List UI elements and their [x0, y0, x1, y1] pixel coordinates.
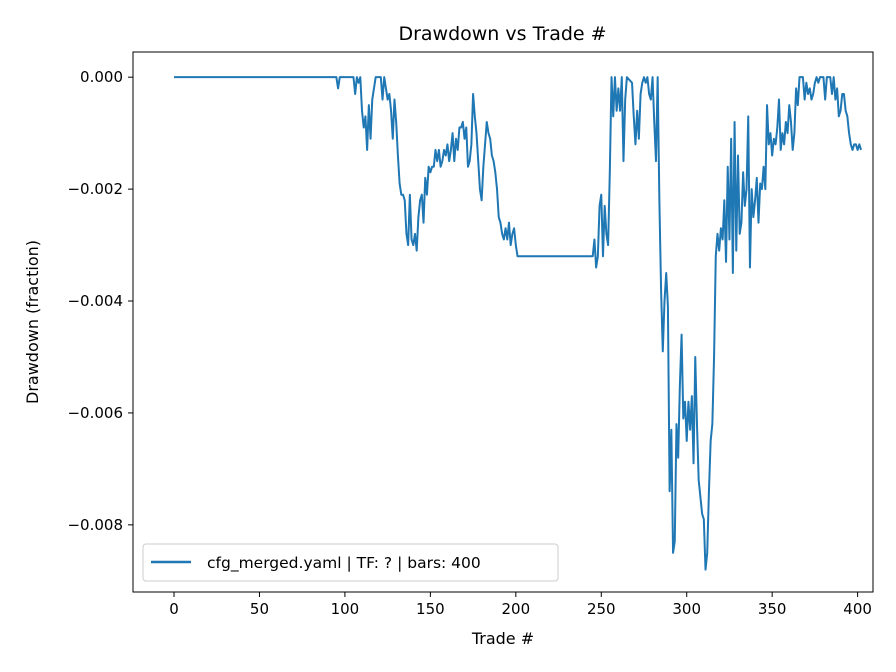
chart-title: Drawdown vs Trade # — [398, 23, 606, 45]
x-tick-label: 250 — [587, 600, 616, 618]
x-tick-label: 150 — [416, 600, 445, 618]
y-tick-label: −0.008 — [67, 516, 123, 534]
x-tick-label: 400 — [843, 600, 872, 618]
plot-frame — [132, 51, 874, 593]
y-tick-label: −0.002 — [67, 180, 123, 198]
y-tick-label: −0.006 — [67, 404, 123, 422]
x-tick-label: 200 — [501, 600, 530, 618]
x-tick-label: 50 — [250, 600, 269, 618]
x-tick-label: 0 — [169, 600, 179, 618]
series-line — [174, 76, 862, 571]
y-tick-label: −0.004 — [67, 292, 123, 310]
plot-area — [133, 52, 873, 592]
x-tick-label: 100 — [331, 600, 360, 618]
legend-box — [142, 543, 559, 582]
series-layer — [174, 76, 862, 571]
x-tick-label: 300 — [672, 600, 701, 618]
x-axis-title: Trade # — [471, 629, 534, 648]
y-axis-title: Drawdown (fraction) — [23, 240, 42, 404]
y-tick-label: 0.000 — [80, 68, 123, 86]
y-axis: 0.000 −0.002 −0.004 −0.006 −0.008 — [67, 68, 133, 534]
x-tick-label: 350 — [758, 600, 787, 618]
legend: cfg_merged.yaml | TF: ? | bars: 400 — [142, 543, 559, 582]
x-axis: 0 50 100 150 200 250 300 350 400 — [169, 592, 872, 618]
legend-label: cfg_merged.yaml | TF: ? | bars: 400 — [207, 554, 481, 573]
